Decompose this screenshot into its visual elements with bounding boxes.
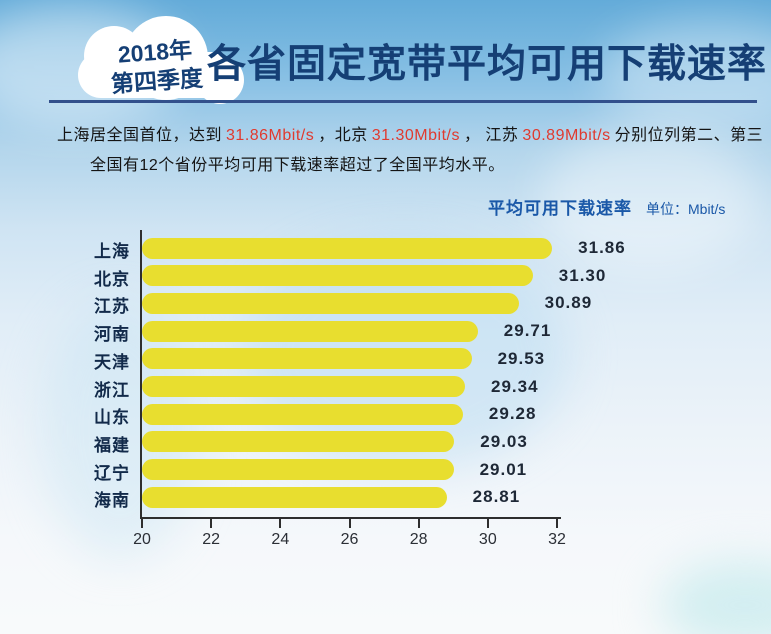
bar-chart: 20 22 24 26 28 30 32 上海 31.86 北京 31.30 江苏 30.89 河南 29.… xyxy=(0,228,771,568)
cloud-badge-shape xyxy=(78,16,234,100)
bar xyxy=(142,320,478,342)
intro-line-1: 上海居全国首位，达到 31.86Mbit/s ，北京 31.30Mbit/s， 江苏 3… xyxy=(57,121,763,145)
x-tick xyxy=(486,519,489,528)
header-divider xyxy=(49,100,757,103)
intro-text-segment: 分别位列第二、第三 xyxy=(614,127,764,144)
category-label: 河南 xyxy=(94,325,130,345)
category-label: 北京 xyxy=(94,269,130,289)
intro-line-2: 全国有12个省份平均可用下载速率超过了全国平均水平。 xyxy=(90,157,505,174)
x-tick xyxy=(348,519,351,528)
category-label: 浙江 xyxy=(94,380,130,400)
speed-value-highlight: 31.86Mbit/s xyxy=(226,127,315,144)
x-tick xyxy=(210,519,213,528)
speed-value-highlight: 30.89Mbit/s xyxy=(522,127,611,144)
value-label: 29.71 xyxy=(503,321,552,341)
bar xyxy=(142,431,455,453)
value-label: 29.03 xyxy=(480,431,528,451)
intro-text-segment: ，北京 xyxy=(318,127,368,144)
y-axis-line xyxy=(140,230,142,519)
x-tick-label: 30 xyxy=(478,531,497,548)
value-label: 31.86 xyxy=(578,238,626,257)
value-label: 29.28 xyxy=(488,404,537,424)
x-tick-label: 26 xyxy=(340,531,359,548)
bar xyxy=(142,459,454,481)
category-label: 福建 xyxy=(94,435,130,455)
x-tick xyxy=(417,519,420,528)
x-tick-label: 32 xyxy=(548,531,566,548)
chart-caption-label: 平均可用下载速率 xyxy=(488,199,632,218)
x-tick-label: 28 xyxy=(409,531,428,548)
x-tick xyxy=(279,519,282,528)
bar xyxy=(142,237,553,259)
x-tick-label: 22 xyxy=(202,531,221,548)
chart-caption: 平均可用下载速率 单位：Mbit/s xyxy=(488,194,725,219)
x-tick-label: 20 xyxy=(133,531,151,548)
x-axis-line xyxy=(140,517,561,519)
intro-text-segment: 上海居全国首位，达到 xyxy=(57,127,223,144)
bar xyxy=(142,265,533,287)
period-badge: 2018年 第四季度 xyxy=(76,33,236,102)
x-tick xyxy=(141,519,143,528)
x-tick xyxy=(556,519,558,528)
page-title: 各省固定宽带平均可用下载速率 xyxy=(207,43,768,86)
value-label: 29.34 xyxy=(491,376,539,396)
category-label: 海南 xyxy=(94,491,130,511)
bar xyxy=(142,403,463,425)
category-label: 山东 xyxy=(94,408,130,428)
value-label: 28.81 xyxy=(472,487,521,507)
category-label: 辽宁 xyxy=(94,463,130,483)
category-label: 上海 xyxy=(94,242,130,261)
chart-caption-unit: 单位：Mbit/s xyxy=(646,201,726,217)
cloud-texture xyxy=(660,560,771,634)
bar xyxy=(142,292,519,314)
category-label: 天津 xyxy=(94,352,130,372)
value-label: 29.53 xyxy=(497,348,546,368)
value-label: 31.30 xyxy=(558,265,607,285)
intro-text-segment: ， 江苏 xyxy=(463,127,519,144)
bar xyxy=(142,376,465,397)
x-tick-label: 24 xyxy=(271,531,290,548)
category-label: 江苏 xyxy=(94,297,130,317)
bar xyxy=(142,486,447,508)
value-label: 30.89 xyxy=(544,293,593,313)
value-label: 29.01 xyxy=(479,459,528,479)
bar xyxy=(142,348,472,370)
speed-value-highlight: 31.30Mbit/s xyxy=(371,127,460,144)
